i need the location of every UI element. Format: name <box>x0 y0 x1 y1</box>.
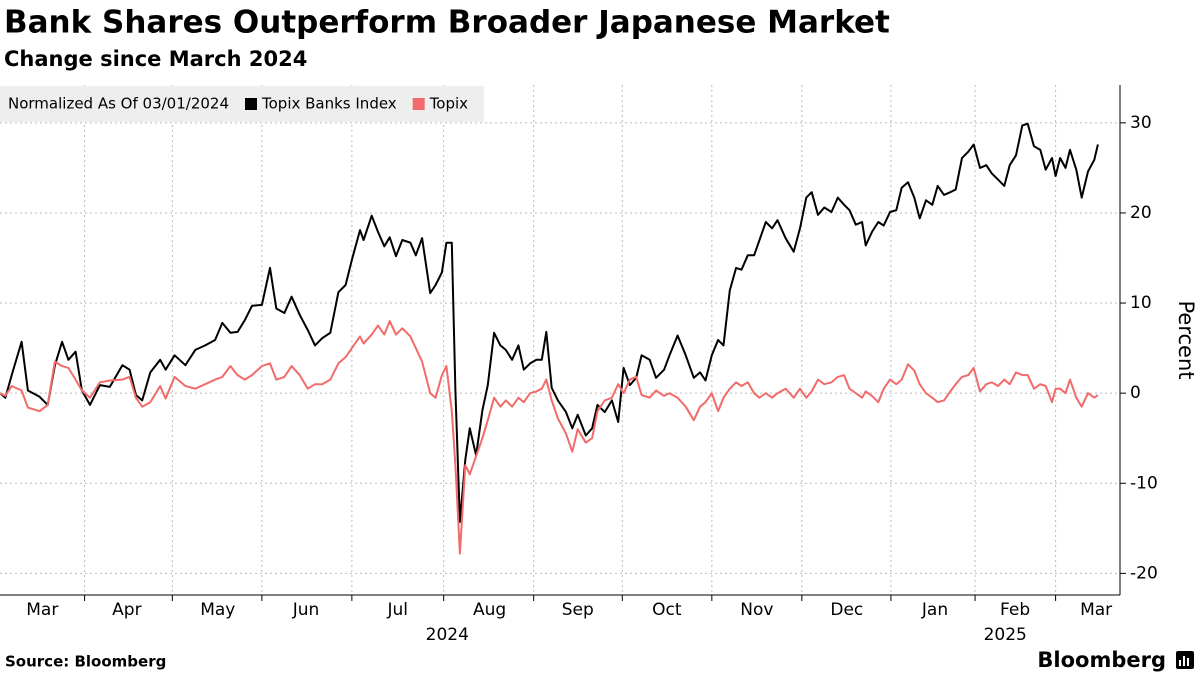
x-tick-label: Jan <box>921 600 948 620</box>
x-tick-label: Apr <box>112 600 141 620</box>
y-tick-label: -20 <box>1130 563 1158 583</box>
logo-icon-bars <box>1179 656 1189 666</box>
x-tick-label: Feb <box>1000 600 1030 620</box>
x-tick-label: Jul <box>387 600 409 620</box>
legend-label: Topix Banks Index <box>261 95 397 113</box>
x-tick-label: Aug <box>473 600 506 620</box>
x-tick-label: Mar <box>26 600 58 620</box>
y-tick-label: 10 <box>1130 293 1152 313</box>
legend-swatch <box>412 98 425 110</box>
y-tick-label: -10 <box>1130 473 1158 493</box>
source: Source: Bloomberg <box>5 653 166 671</box>
y-tick-label: 20 <box>1130 203 1152 223</box>
chart-subtitle: Change since March 2024 <box>4 47 307 71</box>
x-tick-label: Mar <box>1080 600 1112 620</box>
legend-swatch <box>245 98 257 110</box>
legend-background <box>0 86 485 122</box>
x-tick-label: Jun <box>292 600 320 620</box>
legend: Normalized As Of 03/01/2024 Topix Banks I… <box>0 86 485 122</box>
y-axis-label: Percent <box>1174 300 1198 379</box>
x-year-label: 2024 <box>426 625 469 645</box>
x-tick-label: Dec <box>830 600 863 620</box>
series-line <box>0 320 1099 555</box>
x-year-label: 2025 <box>984 625 1027 645</box>
series-line <box>0 122 1099 523</box>
logo: Bloomberg <box>1037 648 1166 672</box>
y-tick-label: 30 <box>1130 113 1152 133</box>
legend-label: Topix <box>429 95 468 113</box>
x-tick-label: Oct <box>652 600 682 620</box>
x-tick-label: Sep <box>562 600 594 620</box>
x-tick-label: Nov <box>740 600 773 620</box>
y-tick-label: 0 <box>1130 383 1141 403</box>
x-tick-label: May <box>200 600 235 620</box>
chart-title: Bank Shares Outperform Broader Japanese … <box>4 5 890 41</box>
legend-title: Normalized As Of 03/01/2024 <box>8 95 229 113</box>
